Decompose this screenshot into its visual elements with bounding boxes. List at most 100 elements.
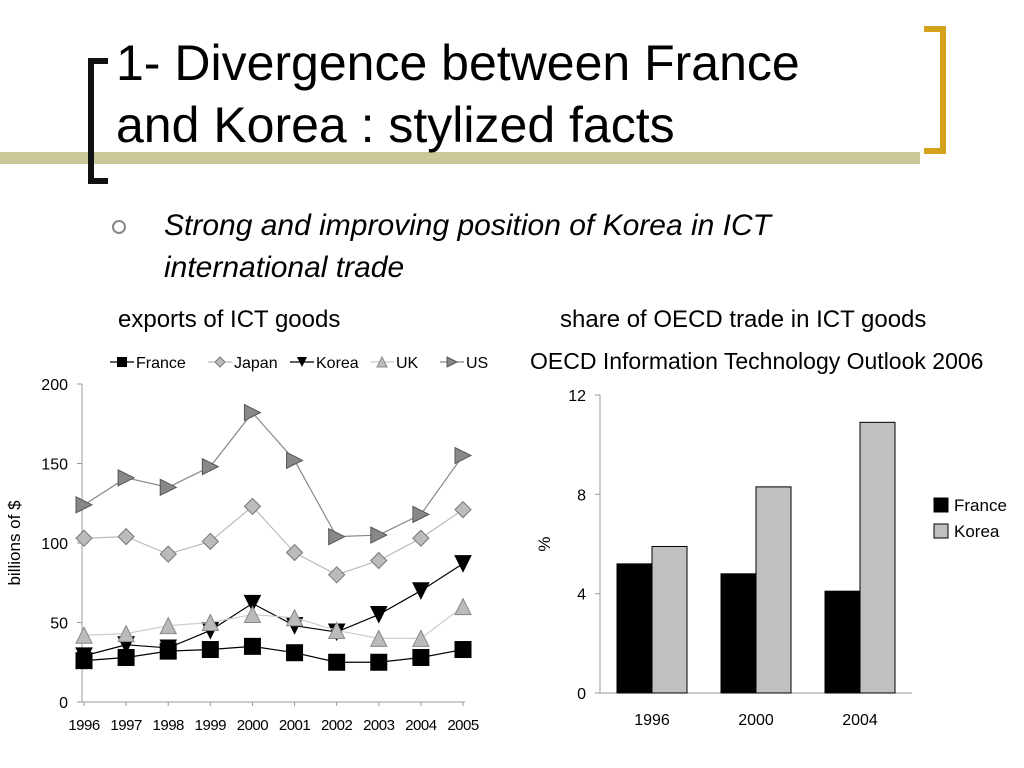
- data-point: [243, 605, 262, 624]
- right-chart-source: OECD Information Technology Outlook 2006: [530, 348, 984, 374]
- legend-marker: [214, 356, 226, 368]
- legend-marker: [376, 355, 388, 368]
- data-point: [370, 653, 388, 671]
- legend-item-japan: Japan: [208, 355, 278, 372]
- legend-item-korea: Korea: [933, 522, 1000, 541]
- bar-france: [720, 573, 757, 694]
- data-point: [243, 637, 261, 655]
- x-tick-label: 2004: [405, 717, 437, 734]
- bar-chart: 0 4 8 12% 1996 2000 2004 France Korea: [535, 388, 1007, 729]
- series-line: [83, 505, 464, 576]
- legend-label: France: [954, 496, 1007, 515]
- slide-title-line-1: 1- Divergence between France: [116, 35, 800, 91]
- data-point: [412, 505, 431, 524]
- series-line: [83, 563, 464, 657]
- data-point: [412, 648, 430, 666]
- bullet-text: Strong and improving position of Korea i…: [164, 209, 771, 284]
- data-point: [75, 496, 94, 514]
- data-point: [454, 597, 472, 616]
- data-point: [201, 613, 220, 631]
- x-tick-label: 1998: [153, 717, 185, 734]
- data-point: [327, 621, 346, 639]
- right-chart-title: share of OECD trade in ICT goods: [560, 306, 927, 333]
- y-tick-label: 4: [577, 587, 586, 604]
- x-tick-label: 1997: [110, 717, 142, 734]
- x-tick-label: 2005: [447, 717, 479, 734]
- data-point: [286, 644, 304, 662]
- legend-label: Korea: [316, 355, 359, 372]
- series-japan: [75, 497, 472, 584]
- data-point: [117, 527, 135, 546]
- data-point: [201, 532, 220, 551]
- series-france: [75, 637, 472, 671]
- data-point: [243, 403, 262, 422]
- data-point: [285, 543, 304, 562]
- data-point: [159, 639, 178, 658]
- x-tick-label: 1996: [68, 717, 100, 734]
- data-point: [327, 566, 346, 584]
- series-korea: [75, 555, 472, 666]
- data-point: [328, 653, 346, 671]
- bar-korea: [651, 545, 688, 694]
- legend-marker: [297, 357, 307, 367]
- data-point: [75, 647, 93, 666]
- slide-title: 1- Divergence between France and Korea :…: [116, 32, 916, 156]
- y-axis-label: billions of $: [5, 500, 24, 586]
- x-tick-label: 2000: [237, 717, 269, 734]
- series-line: [83, 606, 464, 639]
- data-point: [159, 545, 177, 563]
- header-accent-bar: [0, 152, 920, 164]
- x-tick-label: 2002: [321, 717, 353, 734]
- data-point: [201, 641, 219, 659]
- data-point: [117, 624, 135, 643]
- y-tick-label: 8: [577, 487, 586, 504]
- legend-item-korea: Korea: [290, 355, 359, 372]
- bar-korea: [755, 486, 792, 694]
- x-tick-label: 2000: [738, 712, 774, 729]
- y-tick-label: 12: [568, 388, 586, 405]
- legend-swatch: [933, 523, 949, 539]
- data-point: [285, 608, 304, 627]
- data-point: [243, 594, 262, 613]
- y-tick-label: 150: [41, 457, 68, 474]
- x-tick-label: 1999: [195, 717, 227, 734]
- y-tick-label: 0: [577, 686, 586, 703]
- data-point: [286, 451, 304, 470]
- data-point: [412, 529, 430, 547]
- x-tick-label: 2004: [842, 712, 878, 729]
- line-chart: 0 50 100 150 200 1996 1997 1998 1999 2000 2001 2002…: [5, 355, 488, 734]
- data-point: [75, 626, 93, 644]
- legend-label: US: [466, 355, 488, 372]
- legend-label: UK: [396, 355, 419, 372]
- series-line: [83, 645, 464, 663]
- bullet-circle-icon: [112, 220, 126, 234]
- left-chart-title: exports of ICT goods: [118, 306, 341, 333]
- data-point: [454, 641, 472, 659]
- x-tick-label: 2001: [279, 717, 311, 734]
- data-point: [75, 529, 93, 547]
- data-point: [454, 500, 472, 519]
- legend-label: Japan: [234, 355, 278, 372]
- y-axis-label: %: [535, 536, 554, 551]
- data-point: [201, 457, 220, 476]
- data-point: [412, 629, 430, 647]
- legend-label: France: [136, 355, 186, 372]
- data-point: [243, 497, 262, 516]
- legend-item-uk: UK: [370, 355, 419, 372]
- left-bracket: [88, 58, 108, 184]
- slide-title-line-2: and Korea : stylized facts: [116, 97, 675, 153]
- data-point: [159, 616, 178, 635]
- legend-marker: [446, 356, 459, 368]
- bar-france: [616, 563, 653, 694]
- legend-marker: [117, 357, 127, 367]
- data-point: [454, 555, 472, 573]
- x-tick-label: 1996: [634, 712, 670, 729]
- data-point: [454, 446, 473, 465]
- y-tick-label: 0: [59, 695, 68, 712]
- legend-label: Korea: [954, 522, 1000, 541]
- bar-korea: [859, 421, 896, 694]
- series-us: [75, 403, 473, 546]
- data-point: [159, 478, 178, 497]
- y-tick-label: 200: [41, 377, 68, 394]
- legend-swatch: [933, 497, 949, 513]
